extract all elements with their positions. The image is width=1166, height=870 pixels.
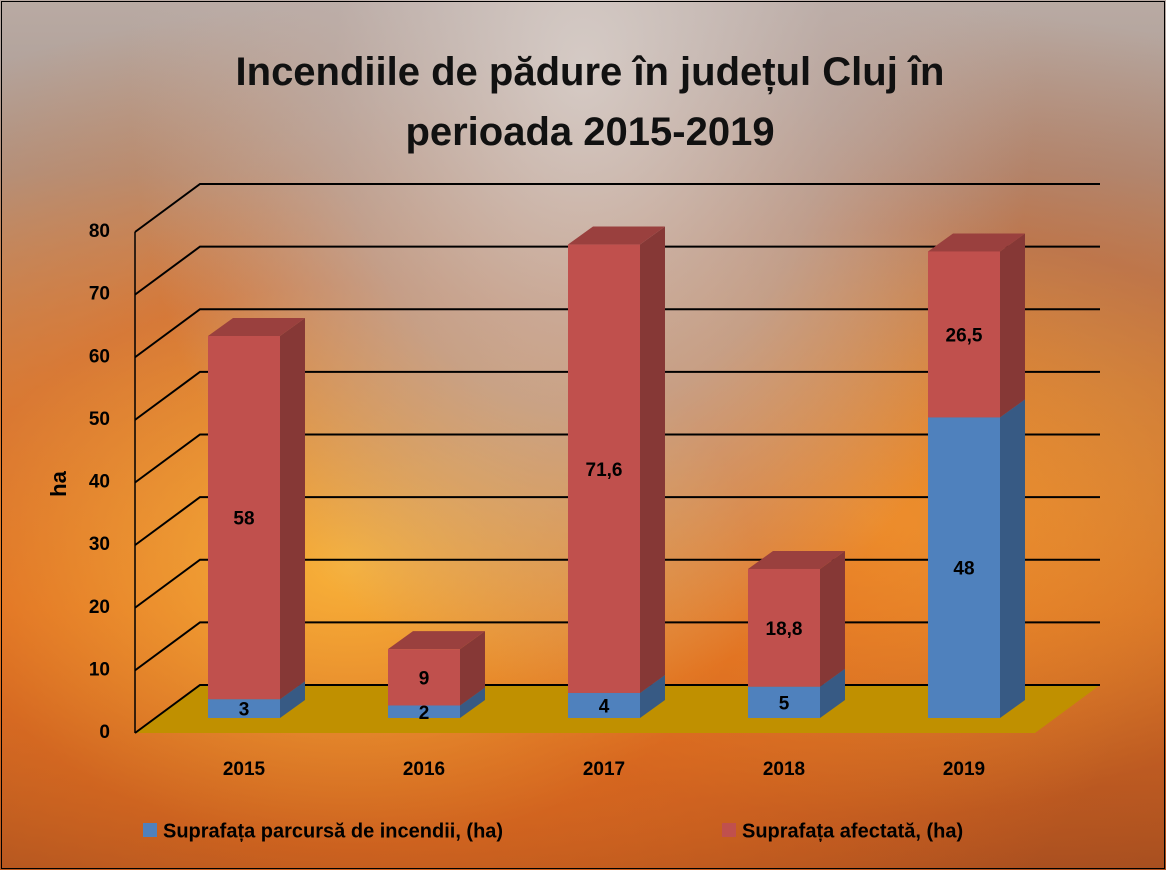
legend-label: Suprafața parcursă de incendii, (ha) <box>163 820 503 842</box>
x-tick-label: 2017 <box>583 759 625 780</box>
bar-side <box>1000 399 1025 718</box>
y-tick-label: 80 <box>89 221 110 242</box>
grid-line <box>135 184 1100 232</box>
y-tick-label: 10 <box>89 659 110 680</box>
data-label: 3 <box>239 700 250 721</box>
data-label: 48 <box>953 559 974 580</box>
data-label: 18,8 <box>766 619 803 640</box>
y-tick-label: 50 <box>89 409 110 430</box>
y-tick-label: 40 <box>89 472 110 493</box>
data-label: 26,5 <box>946 325 983 346</box>
data-label: 5 <box>779 693 790 714</box>
x-tick-label: 2019 <box>943 759 985 780</box>
bar-side <box>820 551 845 687</box>
data-label: 4 <box>599 696 610 717</box>
y-tick-label: 0 <box>99 722 110 743</box>
x-tick-label: 2015 <box>223 759 266 780</box>
legend-label: Suprafața afectată, (ha) <box>742 820 963 842</box>
data-label: 71,6 <box>586 460 623 481</box>
page: Incendiile de pădure în județul Cluj în … <box>0 0 1166 870</box>
bar-side <box>1000 233 1025 417</box>
legend-swatch <box>722 823 736 837</box>
legend-swatch <box>143 823 157 837</box>
data-label: 9 <box>419 668 430 689</box>
y-tick-label: 60 <box>89 346 110 367</box>
y-axis-label: ha <box>46 470 71 496</box>
x-tick-label: 2018 <box>763 759 805 780</box>
bar-side <box>280 318 305 699</box>
x-tick-label: 2016 <box>403 759 445 780</box>
chart: ha 0 10 20 30 40 50 60 70 80 2015 3 58 2016 2 9 2017 4 71… <box>0 0 1166 870</box>
y-tick-label: 70 <box>89 284 110 305</box>
bar-side <box>640 227 665 693</box>
data-label: 58 <box>233 509 254 530</box>
data-label: 2 <box>419 703 430 724</box>
y-tick-label: 20 <box>89 597 110 618</box>
y-tick-label: 30 <box>89 534 110 555</box>
